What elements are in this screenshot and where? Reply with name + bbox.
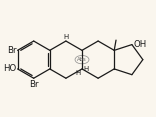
Text: HO: HO (3, 64, 16, 73)
Text: H: H (83, 66, 88, 72)
Text: Br: Br (7, 46, 16, 55)
Text: H: H (76, 70, 81, 76)
Text: Abs: Abs (77, 57, 87, 62)
Text: Br: Br (29, 80, 38, 89)
Text: OH: OH (133, 40, 146, 49)
Text: H: H (63, 34, 68, 40)
